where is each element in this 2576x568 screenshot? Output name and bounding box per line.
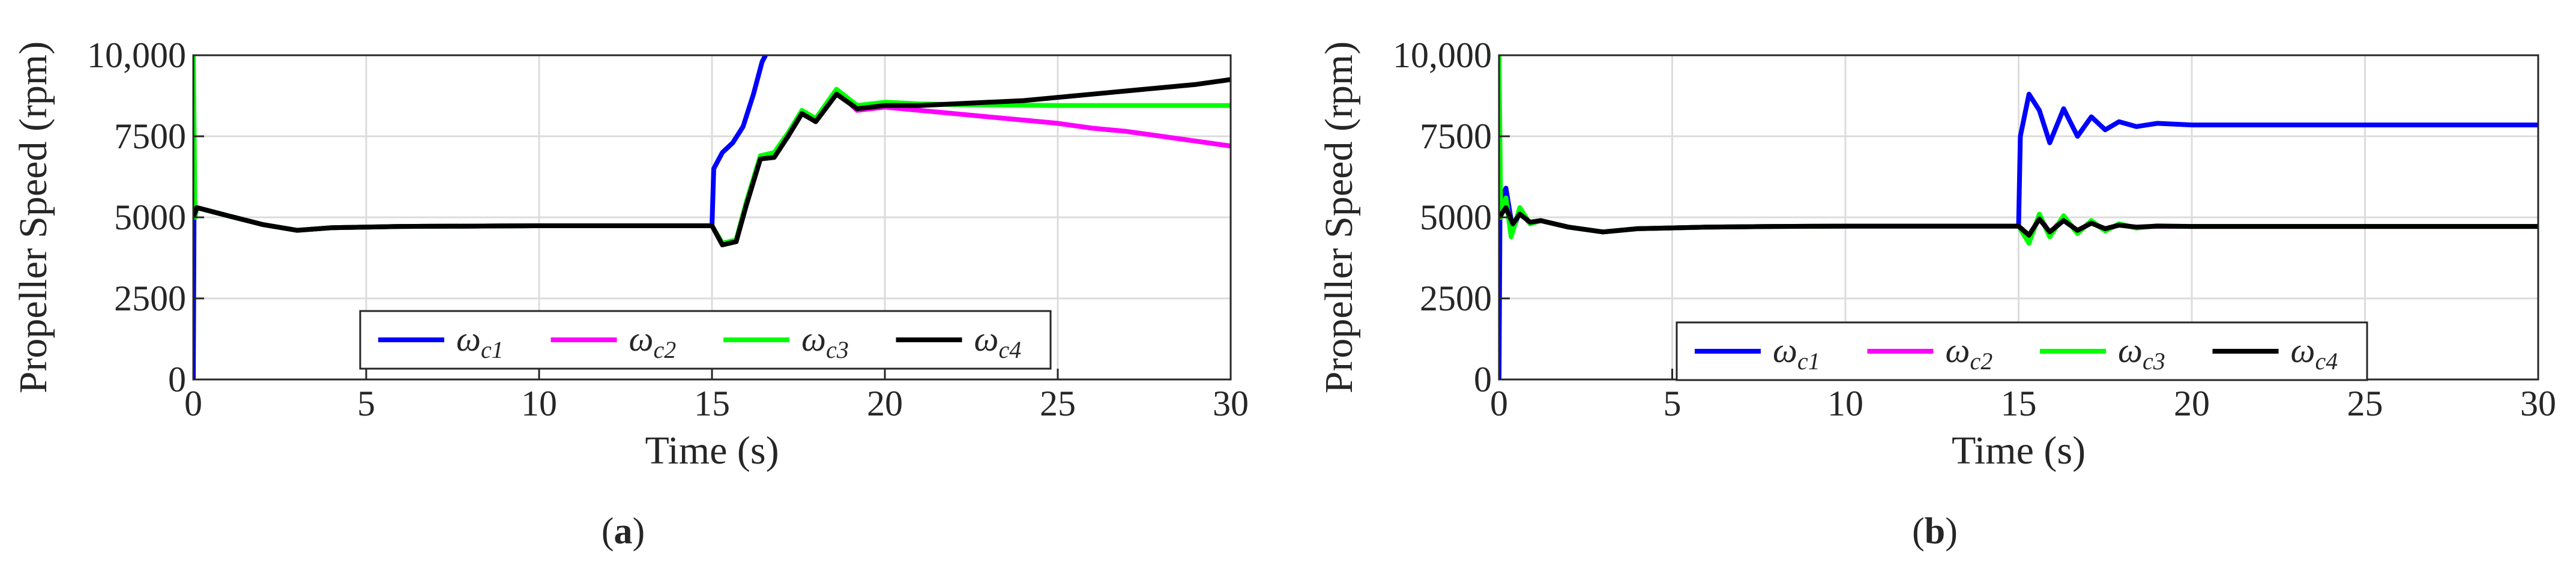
legend-subscript: c2 bbox=[1970, 348, 1992, 375]
x-tick-label: 0 bbox=[184, 384, 202, 423]
legend-subscript: c4 bbox=[998, 336, 1021, 363]
x-axis-label: Time (s) bbox=[1952, 429, 2086, 473]
series-line-c4 bbox=[1499, 205, 2538, 238]
y-tick-label: 10,000 bbox=[1393, 35, 1492, 75]
y-tick-label: 5000 bbox=[114, 198, 186, 237]
legend-symbol: ω bbox=[2291, 331, 2315, 370]
legend-label-c3: ωc3 bbox=[801, 319, 849, 363]
legend-symbol: ω bbox=[801, 319, 826, 358]
legend-label-c1: ωc1 bbox=[1773, 331, 1820, 375]
legend-subscript: c1 bbox=[1797, 348, 1820, 375]
panel-label-a: (a) bbox=[602, 511, 645, 552]
y-tick-label: 2500 bbox=[114, 279, 186, 318]
legend-symbol: ω bbox=[456, 319, 481, 358]
legend-subscript: c3 bbox=[826, 336, 849, 363]
x-tick-label: 30 bbox=[1213, 384, 1249, 423]
legend-label-c1: ωc1 bbox=[456, 319, 504, 363]
y-tick-label: 5000 bbox=[1420, 198, 1492, 237]
x-tick-label: 20 bbox=[2174, 384, 2210, 423]
y-tick-label: 0 bbox=[168, 360, 186, 399]
legend-subscript: c2 bbox=[653, 336, 676, 363]
x-tick-label: 0 bbox=[1490, 384, 1508, 423]
x-tick-label: 25 bbox=[2347, 384, 2383, 423]
x-tick-label: 25 bbox=[1040, 384, 1076, 423]
y-tick-label: 0 bbox=[1474, 360, 1492, 399]
legend-subscript: c1 bbox=[481, 336, 504, 363]
x-tick-label: 15 bbox=[2001, 384, 2037, 423]
x-tick-label: 10 bbox=[1827, 384, 1863, 423]
x-tick-label: 5 bbox=[1664, 384, 1682, 423]
legend-label-c4: ωc4 bbox=[974, 319, 1022, 363]
legend-subscript: c4 bbox=[2315, 348, 2338, 375]
chart-panel-a: 0 5 10 15 20 25 30 0 2500 5000 7500 10,000 Time (s) P… bbox=[11, 35, 1249, 473]
legend-label-c4: ωc4 bbox=[2291, 331, 2338, 375]
legend-label-c3: ωc3 bbox=[2118, 331, 2165, 375]
legend-symbol: ω bbox=[1773, 331, 1797, 370]
x-tick-label: 10 bbox=[521, 384, 557, 423]
legend-symbol: ω bbox=[2118, 331, 2143, 370]
panel-label-b: (b) bbox=[1912, 511, 1958, 552]
y-tick-label: 10,000 bbox=[87, 35, 186, 75]
legend-subscript: c3 bbox=[2143, 348, 2165, 375]
y-tick-label: 7500 bbox=[1420, 116, 1492, 156]
legend-symbol: ω bbox=[1946, 331, 1970, 370]
x-axis-label: Time (s) bbox=[645, 429, 779, 473]
series-line-c4 bbox=[193, 77, 1231, 247]
x-tick-label: 5 bbox=[357, 384, 375, 423]
y-tick-label: 2500 bbox=[1420, 279, 1492, 318]
chart-panel-b: 0 5 10 15 20 25 30 0 2500 5000 7500 10,000 Time (s) P… bbox=[1317, 35, 2556, 473]
x-tick-label: 30 bbox=[2520, 384, 2556, 423]
legend-symbol: ω bbox=[629, 319, 654, 358]
series-group bbox=[1499, 55, 2538, 379]
legend-label-c2: ωc2 bbox=[629, 319, 677, 363]
series-group bbox=[193, 55, 1231, 379]
legend-symbol: ω bbox=[974, 319, 999, 358]
x-tick-label: 15 bbox=[694, 384, 730, 423]
y-axis-label: Propeller Speed (rpm) bbox=[1317, 41, 1361, 394]
x-tick-label: 20 bbox=[867, 384, 903, 423]
legend: ωc1 ωc2 ωc3 ωc4 bbox=[1676, 321, 2368, 381]
legend-label-c2: ωc2 bbox=[1946, 331, 1993, 375]
legend: ωc1 ωc2 ωc3 ωc4 bbox=[359, 310, 1052, 370]
y-axis-label: Propeller Speed (rpm) bbox=[11, 41, 55, 394]
y-tick-label: 7500 bbox=[114, 116, 186, 156]
